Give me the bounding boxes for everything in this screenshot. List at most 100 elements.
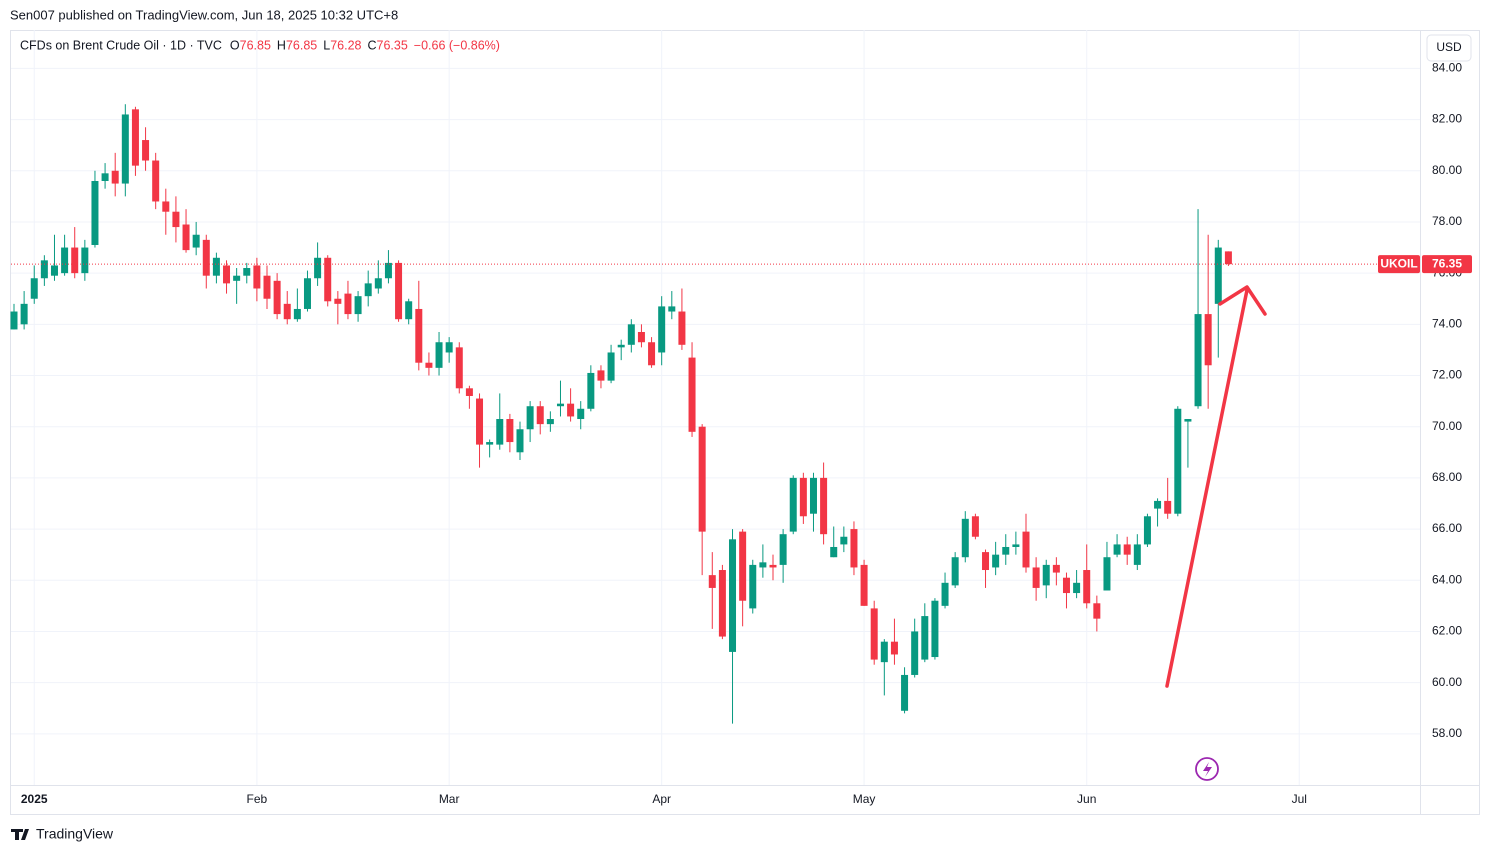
candle-body xyxy=(749,564,757,609)
candle-body xyxy=(273,280,281,315)
price-tag xyxy=(1422,255,1472,274)
x-tick-label: May xyxy=(853,792,876,806)
candle-body xyxy=(374,278,382,289)
currency-button[interactable] xyxy=(1426,34,1472,62)
candle-body xyxy=(729,539,737,652)
candle-body xyxy=(708,575,716,588)
candle-body xyxy=(830,546,838,558)
candle-body xyxy=(1093,603,1101,619)
currency[interactable]: USD xyxy=(1436,40,1462,54)
candle-body xyxy=(951,557,959,586)
candle-body xyxy=(101,173,109,181)
candle-body xyxy=(1224,251,1232,265)
candle-body xyxy=(445,342,453,353)
candle-body xyxy=(971,516,979,537)
candle-body xyxy=(1012,544,1020,547)
candle-body xyxy=(384,262,392,279)
y-tick-label: 68.00 xyxy=(1432,470,1462,484)
legend-value: 76.85 xyxy=(240,38,271,52)
candle-body xyxy=(1214,247,1222,304)
candle-body xyxy=(131,109,139,166)
y-tick-label: 64.00 xyxy=(1432,572,1462,586)
candle-body xyxy=(293,308,301,320)
candle-body xyxy=(526,406,534,430)
candle-body xyxy=(172,211,180,228)
publisher-line: Sen007 published on TradingView.com, Jun… xyxy=(10,7,398,22)
candle-body xyxy=(182,224,190,251)
candle-body xyxy=(364,283,372,297)
legend-key: O xyxy=(230,38,240,52)
candle-body xyxy=(1113,544,1121,555)
candle-body xyxy=(1204,314,1212,366)
candle-body xyxy=(233,275,241,281)
candle-body xyxy=(50,265,58,276)
y-tick-label: 58.00 xyxy=(1432,726,1462,740)
candle-body xyxy=(546,419,554,425)
candles xyxy=(10,104,1232,724)
candle-body xyxy=(1123,544,1131,555)
chart-title: CFDs on Brent Crude Oil · 1D · TVC xyxy=(20,38,222,52)
legend-value: 76.85 xyxy=(286,38,317,52)
candle-body xyxy=(516,429,524,453)
candle-body xyxy=(992,554,1000,568)
candle-body xyxy=(111,170,119,184)
candle-body xyxy=(61,247,69,274)
candle-body xyxy=(455,347,463,389)
candle-body xyxy=(354,296,362,315)
candle-body xyxy=(263,275,271,299)
candle-body xyxy=(435,342,443,368)
candle-body xyxy=(880,641,888,663)
x-tick-label: Jun xyxy=(1077,792,1096,806)
candle-body xyxy=(668,306,676,312)
y-tick-label: 84.00 xyxy=(1432,61,1462,75)
candle-body xyxy=(577,408,585,420)
candle-body xyxy=(739,531,747,601)
candle-body xyxy=(1174,408,1182,514)
brand: TradingView xyxy=(36,826,114,842)
candle-body xyxy=(334,298,342,304)
event-icon[interactable] xyxy=(1195,757,1219,781)
candle-body xyxy=(607,352,615,381)
candle-body xyxy=(303,278,311,309)
candle-body xyxy=(809,477,817,514)
candle-body xyxy=(1194,314,1202,407)
candle-body xyxy=(20,303,28,325)
y-tick-label: 62.00 xyxy=(1432,624,1462,638)
arrow-annotation xyxy=(1165,285,1267,688)
candle-body xyxy=(789,477,797,532)
candle-body xyxy=(688,357,696,432)
candle-body xyxy=(860,564,868,606)
candle-body xyxy=(759,562,767,568)
candle-body xyxy=(678,311,686,345)
candle-body xyxy=(840,536,848,545)
y-tick-label: 70.00 xyxy=(1432,419,1462,433)
candle-body xyxy=(1184,419,1192,422)
candle-body xyxy=(415,308,423,363)
candle-body xyxy=(395,262,403,320)
candle-body xyxy=(982,552,990,571)
chart-frame xyxy=(10,30,1480,815)
candle-body xyxy=(1164,500,1172,514)
candle-body xyxy=(486,442,494,445)
candle-body xyxy=(121,114,129,184)
candle-body xyxy=(324,257,332,302)
y-tick-label: 72.00 xyxy=(1432,368,1462,382)
candle-body xyxy=(1002,546,1010,555)
y-tick-label: 82.00 xyxy=(1432,112,1462,126)
candle-body xyxy=(425,362,433,368)
candle-body xyxy=(40,260,48,279)
candle-body xyxy=(617,344,625,348)
candle-body xyxy=(587,372,595,409)
candle-body xyxy=(253,265,261,289)
candle-body xyxy=(30,278,38,299)
candle-body xyxy=(698,426,706,532)
y-tick-label: 66.00 xyxy=(1432,521,1462,535)
candle-body xyxy=(718,570,726,637)
candle-body xyxy=(283,303,291,320)
legend-value: 76.28 xyxy=(330,38,361,52)
candle-body xyxy=(648,342,656,366)
candle-body xyxy=(1042,564,1050,586)
candle-body xyxy=(931,600,939,658)
